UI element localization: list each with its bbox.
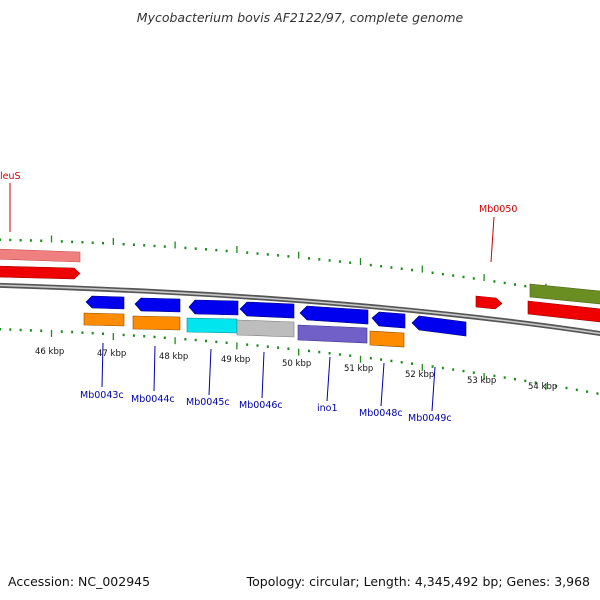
leader-line-mb0043c [101, 342, 104, 388]
scale-label: 49 kbp [221, 355, 250, 365]
leader-line-mb0045c [208, 348, 212, 396]
gene-feature-ino1[interactable] [299, 305, 369, 325]
gene-label-mb0046c[interactable]: Mb0046c [239, 400, 283, 411]
gene-label-mb0045c[interactable]: Mb0045c [186, 397, 230, 408]
label-leader-lines [9, 183, 495, 412]
scale-label: 50 kbp [282, 359, 311, 369]
genome-backbone-highlight [0, 284, 600, 335]
gene-feature-grey[interactable] [236, 319, 295, 338]
gene-label-mb0049c[interactable]: Mb0049c [408, 413, 452, 424]
gene-feature-orange-2[interactable] [132, 315, 181, 331]
gene-label-mb0043c[interactable]: Mb0043c [80, 390, 124, 401]
scale-label: 46 kbp [35, 347, 64, 357]
gene-label-mb0050[interactable]: Mb0050 [479, 204, 517, 215]
forward-strand-features [0, 248, 600, 323]
reverse-strand-features [83, 295, 467, 348]
scale-label: 48 kbp [159, 352, 188, 362]
map-title: Mycobacterium bovis AF2122/97, complete … [137, 10, 464, 25]
upper-tick-ruler [0, 235, 599, 300]
gene-feature-olive[interactable] [529, 283, 600, 305]
gene-label-ino1[interactable]: ino1 [317, 403, 338, 414]
leader-line-mb0050 [490, 216, 495, 263]
gene-label-mb0048c[interactable]: Mb0048c [359, 408, 403, 419]
scale-label: 52 kbp [405, 370, 434, 380]
scale-label: 51 kbp [344, 364, 373, 374]
scale-labels: 46 kbp 47 kbp 48 kbp 49 kbp 50 kbp 51 kb… [35, 347, 557, 392]
gene-feature-leus[interactable] [0, 265, 81, 280]
lower-tick-ruler [0, 328, 599, 395]
genome-info-text: Topology: circular; Length: 4,345,492 bp… [246, 574, 590, 589]
gene-label-mb0044c[interactable]: Mb0044c [131, 394, 175, 405]
gene-feature-mb0049c[interactable] [411, 315, 467, 337]
gene-label-leus[interactable]: leuS [0, 171, 21, 182]
scale-label: 54 kbp [528, 382, 557, 392]
gene-feature-mb0050[interactable] [475, 295, 503, 310]
leader-line-ino1 [326, 356, 331, 402]
gene-feature-purple[interactable] [297, 324, 368, 344]
gene-feature-mb0043c[interactable] [85, 295, 125, 310]
scale-label: 53 kbp [467, 376, 496, 386]
scale-label: 47 kbp [97, 349, 126, 359]
leader-line-mb0046c [261, 351, 265, 399]
leader-line-mb0049c [431, 366, 436, 412]
gene-feature-orange-3[interactable] [369, 330, 405, 348]
accession-text: Accession: NC_002945 [8, 574, 150, 589]
gene-feature-orange-1[interactable] [83, 312, 125, 327]
gene-feature-mb0048c[interactable] [371, 311, 406, 329]
gene-labels: leuS Mb0050 Mb0043c Mb0044c Mb0045c Mb00… [0, 171, 517, 424]
gene-feature-cyan[interactable] [186, 317, 238, 334]
leader-line-mb0048c [380, 362, 385, 407]
gene-feature-mb0044c[interactable] [134, 297, 181, 313]
gene-feature-mb0045c[interactable] [188, 299, 239, 316]
gene-feature-pink[interactable] [0, 248, 81, 263]
leader-line-mb0044c [153, 345, 156, 392]
gene-feature-mb0046c[interactable] [239, 301, 295, 319]
gene-feature-red-right[interactable] [527, 300, 600, 323]
